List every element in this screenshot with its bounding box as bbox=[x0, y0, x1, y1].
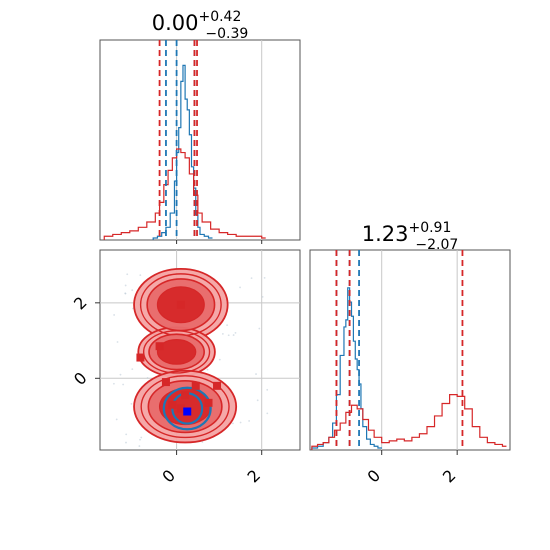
joint-noise-point bbox=[239, 421, 242, 424]
title-minus: −2.07 bbox=[415, 237, 458, 253]
marginal-x1-axes-frame bbox=[309, 249, 511, 451]
joint-noise-point bbox=[226, 324, 229, 327]
joint-noise-point bbox=[112, 382, 115, 385]
marginal-x0-axes-frame bbox=[99, 39, 301, 241]
joint-noise-point bbox=[255, 373, 257, 375]
marginal-x1-series-red-histogram bbox=[311, 394, 507, 450]
joint-blue-contour-0 bbox=[162, 386, 212, 431]
joint-red-point-3 bbox=[161, 378, 170, 387]
marginal-x0-title: 0.00+0.42 −0.39 bbox=[152, 9, 249, 42]
joint-noise-point bbox=[256, 399, 259, 402]
joint-x-tick-label-2: 2 bbox=[243, 466, 264, 487]
joint-noise-point bbox=[139, 274, 142, 277]
joint-noise-point bbox=[131, 368, 134, 371]
joint-noise-point bbox=[130, 402, 133, 405]
joint-noise-point bbox=[113, 314, 116, 316]
joint-red-point-5 bbox=[213, 381, 222, 390]
joint-noise-point bbox=[140, 436, 143, 439]
marginal-x1-tick-label-0: 0 bbox=[363, 466, 384, 487]
joint-noise-point bbox=[125, 441, 127, 444]
joint-red-point-8 bbox=[168, 400, 177, 409]
joint-noise-point bbox=[138, 445, 141, 447]
marginal-x1-tick-label-2: 2 bbox=[439, 466, 460, 487]
joint-red-point-1 bbox=[155, 342, 164, 351]
marginal-x1-title: 1.23+0.91 −2.07 bbox=[362, 220, 459, 253]
joint-noise-point bbox=[258, 327, 261, 330]
joint-red-point-9 bbox=[176, 404, 185, 413]
joint-noise-point bbox=[234, 332, 237, 334]
title-minus: −0.39 bbox=[205, 26, 248, 42]
joint-noise-point bbox=[250, 277, 253, 280]
joint-noise-point bbox=[248, 420, 251, 422]
joint-red-point-6 bbox=[181, 391, 190, 400]
joint-noise-point bbox=[125, 433, 128, 436]
joint-noise-point bbox=[115, 418, 118, 421]
joint-noise-point bbox=[218, 358, 221, 361]
joint-noise-point bbox=[139, 438, 141, 441]
joint-noise-point bbox=[201, 441, 204, 443]
joint-y-tick-label-2: 2 bbox=[70, 293, 91, 314]
joint-red-contour-1-level-3 bbox=[156, 339, 197, 365]
joint-x-tick-label-0: 0 bbox=[158, 466, 179, 487]
joint-noise-point bbox=[239, 286, 241, 289]
joint-red-point-7 bbox=[204, 398, 213, 407]
title-plus: +0.91 bbox=[408, 220, 451, 236]
joint-noise-point bbox=[146, 377, 149, 379]
joint-noise-point bbox=[126, 273, 129, 276]
joint-blue-point-0 bbox=[183, 407, 192, 416]
joint-red-point-0 bbox=[136, 353, 145, 362]
joint-noise-point bbox=[206, 368, 209, 371]
joint-red-contour-2-level-1 bbox=[140, 375, 230, 439]
joint-noise-point bbox=[116, 341, 119, 343]
joint-noise-point bbox=[266, 412, 269, 415]
joint-noise-point bbox=[232, 334, 235, 336]
marginal-x1-quantile-lines bbox=[335, 250, 464, 450]
panel-top-left: 0.00+0.42 −0.39 bbox=[99, 9, 301, 244]
marginal-x0-series-blue-histogram bbox=[152, 64, 213, 240]
marginal-x0-series bbox=[103, 64, 266, 240]
joint-noise-point bbox=[119, 373, 122, 376]
joint-noise-point bbox=[261, 295, 264, 298]
title-value: 1.23 bbox=[362, 222, 409, 246]
joint-noise-point bbox=[122, 383, 125, 386]
title-plus: +0.42 bbox=[198, 9, 241, 25]
joint-noise-point bbox=[227, 334, 230, 337]
title-value: 0.00 bbox=[152, 11, 199, 35]
marginal-x0-quantile-lines bbox=[158, 40, 198, 240]
joint-noise-point bbox=[263, 276, 266, 279]
marginal-x0-series-red-histogram bbox=[103, 148, 266, 240]
joint-noise-point bbox=[124, 284, 127, 287]
joint-points bbox=[136, 300, 222, 416]
panel-bottom-left: 0 2 0 2 bbox=[70, 249, 301, 487]
joint-y-tick-label-0: 0 bbox=[70, 368, 91, 389]
joint-red-point-4 bbox=[191, 381, 200, 390]
joint-noise-point bbox=[221, 333, 224, 335]
joint-noise-point bbox=[124, 292, 127, 295]
joint-noise-point bbox=[232, 422, 234, 425]
marginal-x1-grid bbox=[381, 250, 458, 450]
joint-noise-point bbox=[131, 289, 134, 292]
marginal-x1-series bbox=[311, 287, 507, 450]
joint-red-point-2 bbox=[176, 300, 185, 309]
joint-noise-point bbox=[266, 388, 269, 391]
